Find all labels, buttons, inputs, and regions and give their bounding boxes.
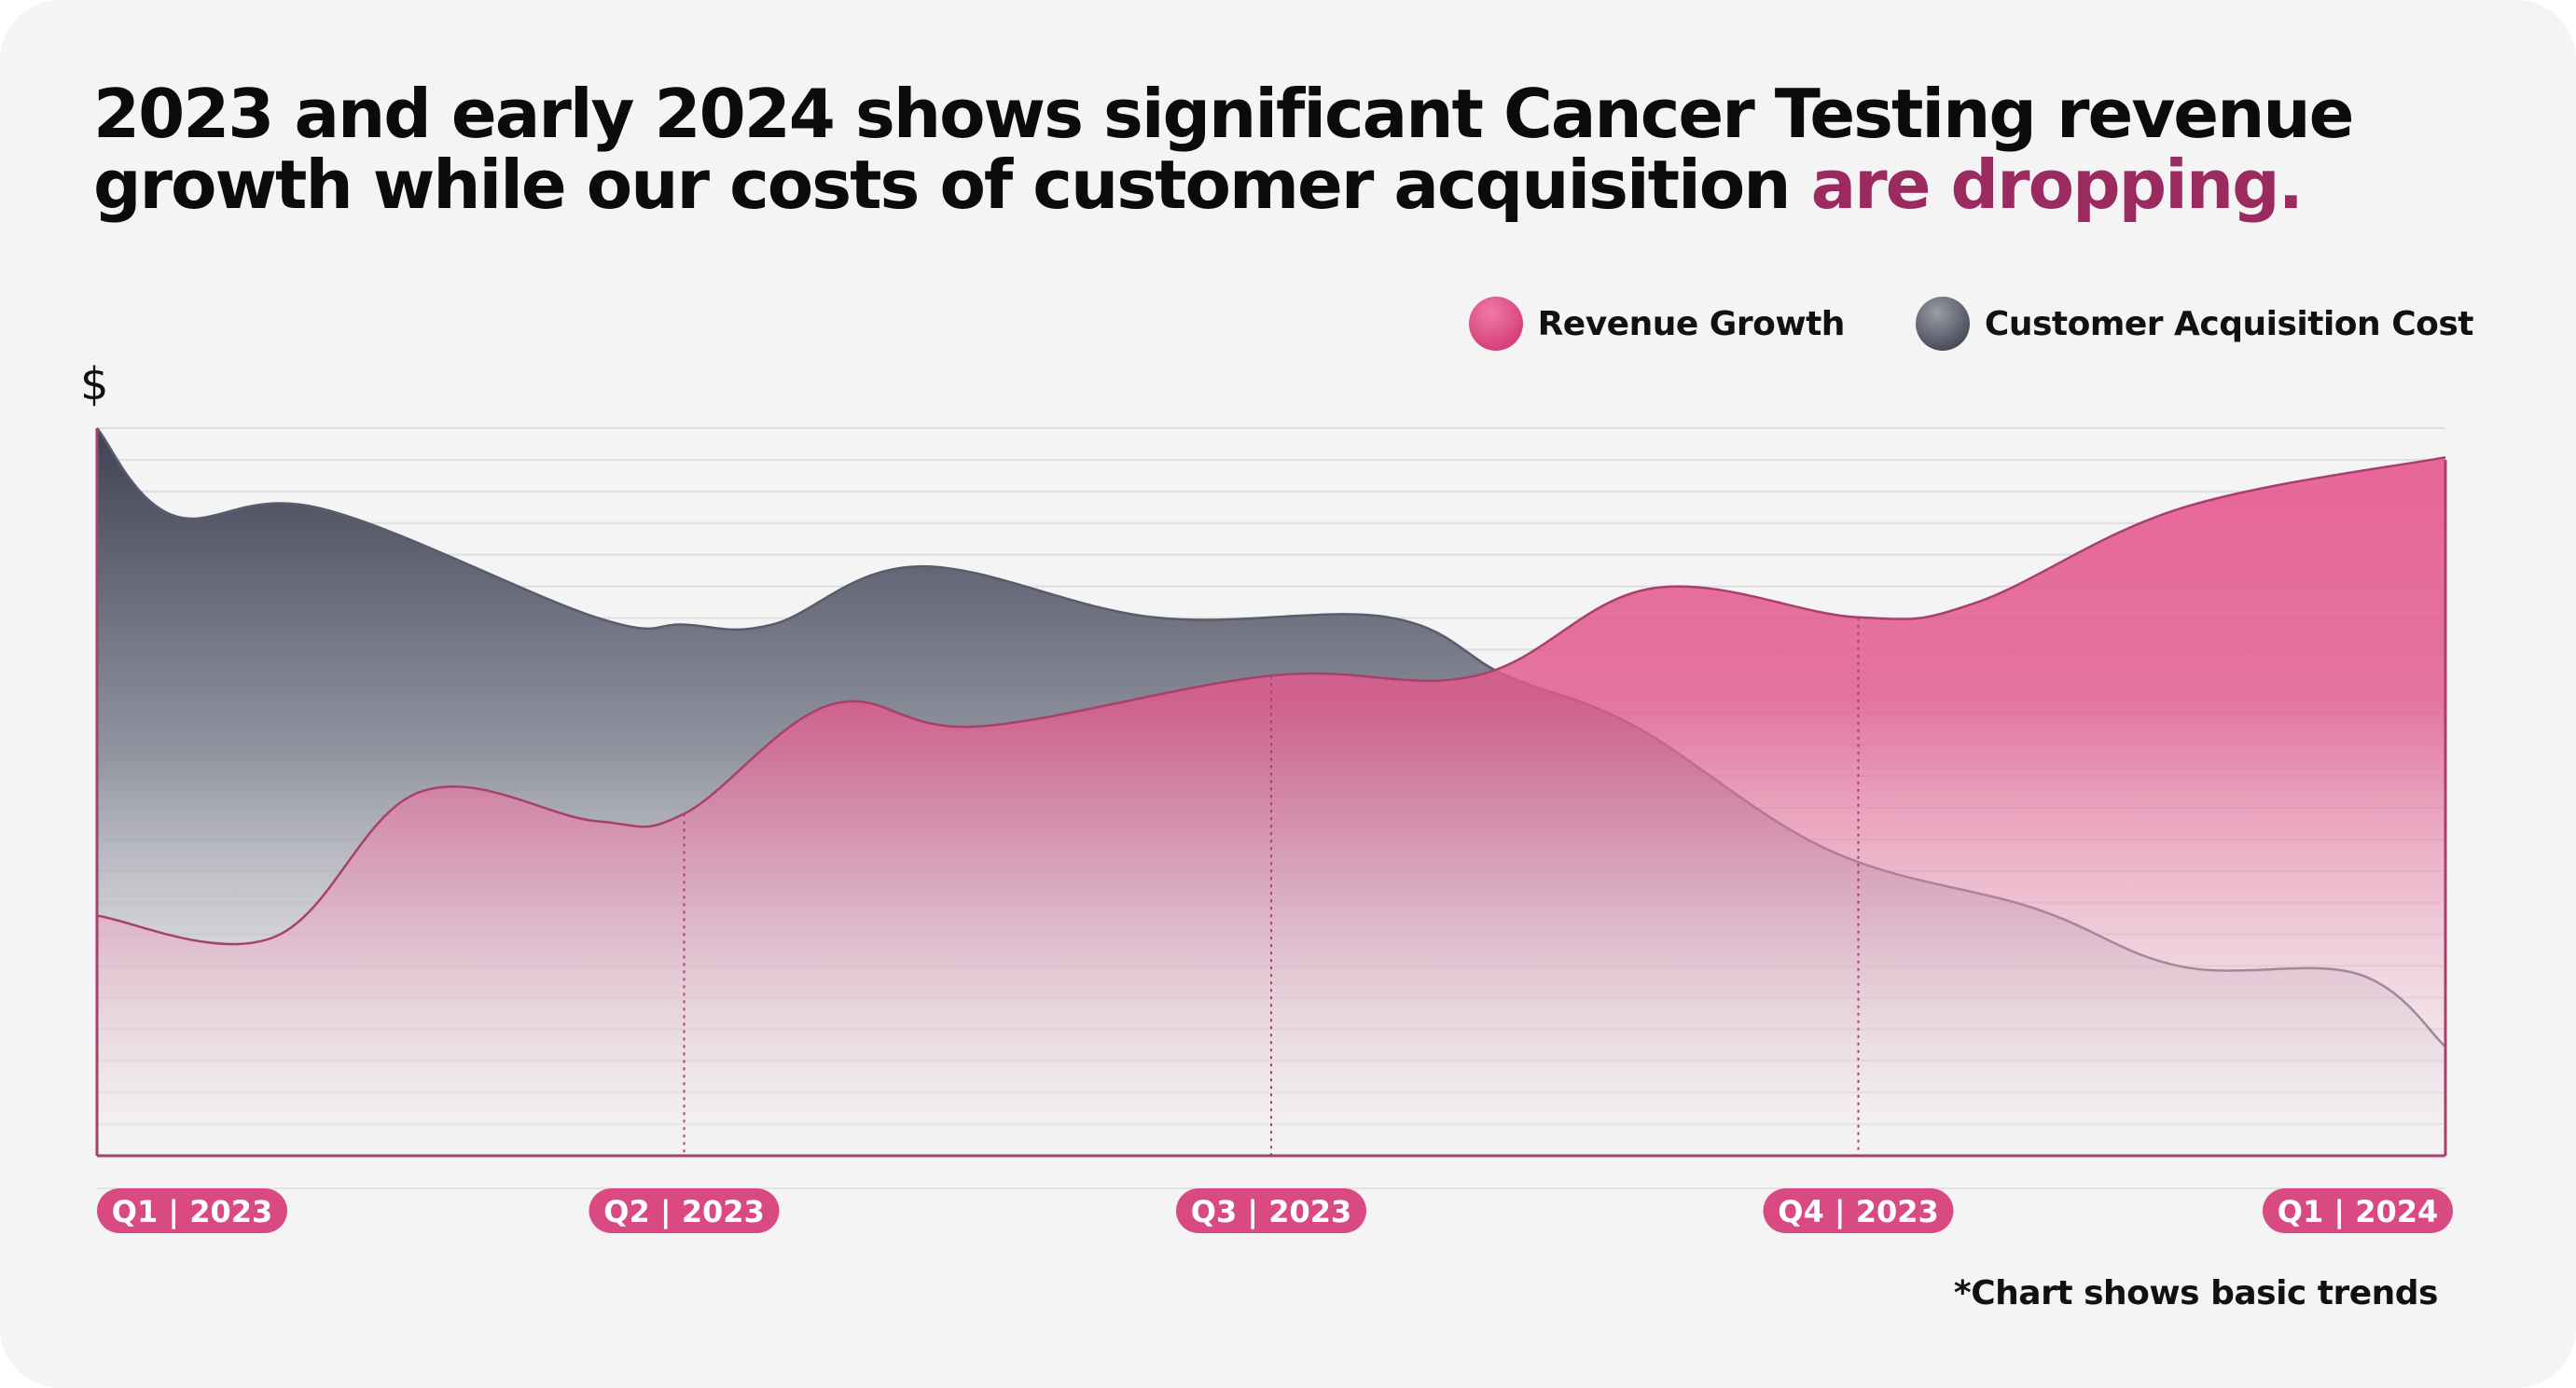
gray-circle-icon <box>1915 297 1970 351</box>
tick-badge <box>1176 1188 1366 1233</box>
legend-item-revenue-growth: Revenue Growth <box>1468 297 1846 351</box>
legend-label-customer-acquisition-cost: Customer Acquisition Cost <box>1984 304 2474 343</box>
x-tick-label: Q1 | 2023 <box>97 1188 287 1233</box>
chart-axes <box>95 428 2447 1158</box>
chart-areas <box>96 427 2446 1156</box>
x-tick-label: Q1 | 2024 <box>2263 1188 2453 1233</box>
x-tick-label: Q3 | 2023 <box>1176 1188 1366 1233</box>
headline-main-text: 2023 and early 2024 shows significant Ca… <box>93 75 2354 224</box>
revenue-growth-line <box>96 455 2446 946</box>
legend-label-revenue-growth: Revenue Growth <box>1537 304 1846 343</box>
x-tick-label: Q2 | 2023 <box>589 1188 780 1233</box>
chart-x-ticks: Q1 | 2023 Q2 | 2023 Q3 | 2023 Q4 | 2023 Q1 |… <box>97 1188 2453 1233</box>
tick-badge <box>2263 1188 2453 1233</box>
revenue-growth-area <box>97 457 2445 1156</box>
tick-text: Q1 | 2023 <box>112 1194 273 1230</box>
tick-text: Q1 | 2024 <box>2278 1194 2439 1230</box>
tick-badge <box>97 1188 287 1233</box>
y-axis-label: $ <box>80 358 109 410</box>
chart-footnote: *Chart shows basic trends <box>1953 1274 2439 1312</box>
tick-badge <box>1763 1188 1954 1233</box>
tick-badge <box>589 1188 780 1233</box>
tick-text: Q2 | 2023 <box>603 1194 765 1230</box>
legend-item-customer-acquisition-cost: Customer Acquisition Cost <box>1915 297 2474 351</box>
tick-text: Q3 | 2023 <box>1191 1194 1352 1230</box>
chart-legend: Revenue Growth Customer Acquisition Cost <box>1468 297 2474 351</box>
x-tick-label: Q4 | 2023 <box>1763 1188 1954 1233</box>
chart-headline: 2023 and early 2024 shows significant Ca… <box>93 78 2500 220</box>
pink-circle-icon <box>1468 297 1523 351</box>
tick-text: Q4 | 2023 <box>1778 1194 1939 1230</box>
headline-accent-text: are dropping. <box>1810 146 2304 224</box>
